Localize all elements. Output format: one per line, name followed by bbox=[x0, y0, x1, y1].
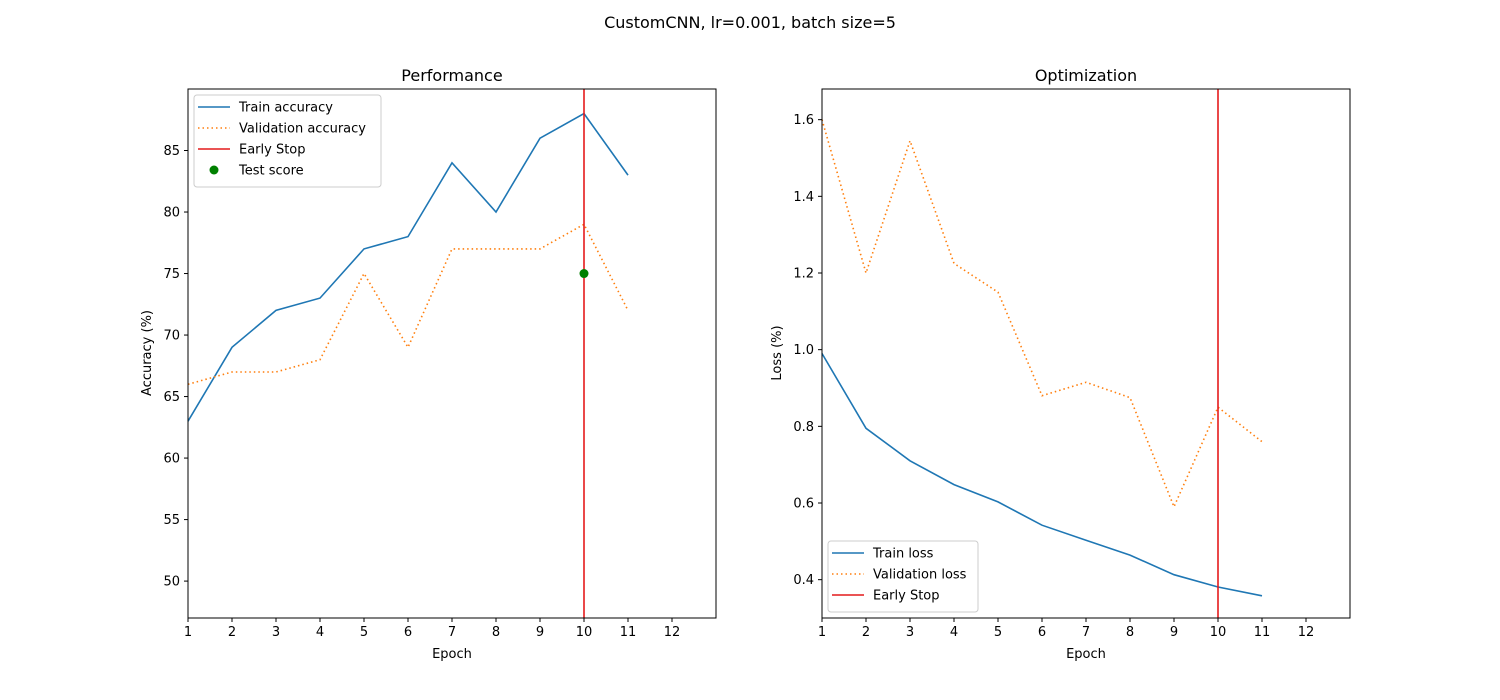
optimization-x-tick-label: 10 bbox=[1210, 625, 1227, 640]
performance-x-tick-label: 7 bbox=[448, 625, 456, 640]
performance-x-tick-label: 9 bbox=[536, 625, 544, 640]
performance-series-line-0 bbox=[187, 112, 629, 422]
optimization-series-line-0 bbox=[821, 353, 1263, 597]
performance-y-tick-label: 60 bbox=[163, 452, 180, 467]
performance-legend-swatch-3 bbox=[209, 165, 219, 175]
optimization-y-tick-label: 1.4 bbox=[793, 190, 814, 205]
optimization-x-tick-label: 9 bbox=[1170, 625, 1178, 640]
performance-legend: Train accuracy Validation accuracy Early S… bbox=[193, 94, 382, 188]
performance-test-score-point bbox=[579, 269, 589, 279]
optimization-x-tick-label: 1 bbox=[818, 625, 826, 640]
optimization-x-tick-label: 6 bbox=[1038, 625, 1046, 640]
performance-x-tick-label: 8 bbox=[492, 625, 500, 640]
performance-y-tick-label: 80 bbox=[163, 206, 180, 221]
optimization-x-tick-label: 5 bbox=[994, 625, 1002, 640]
optimization-x-tick-label: 11 bbox=[1254, 625, 1271, 640]
optimization-legend-label-1: Validation loss bbox=[873, 568, 967, 583]
optimization-x-tick-label: 12 bbox=[1298, 625, 1315, 640]
optimization-legend-box bbox=[827, 540, 979, 613]
optimization-y-tick-label: 1.2 bbox=[793, 267, 814, 282]
performance-y-tick-label: 50 bbox=[163, 575, 180, 590]
performance-legend-label-3: Test score bbox=[238, 164, 304, 179]
performance-y-label: Accuracy (%) bbox=[140, 310, 155, 396]
performance-y-tick-label: 70 bbox=[163, 329, 180, 344]
performance-y-tick-label: 65 bbox=[163, 390, 180, 405]
optimization-y-tick-label: 0.4 bbox=[793, 573, 814, 588]
optimization-chart-title: Optimization bbox=[1035, 66, 1137, 85]
optimization-y-tick-label: 1.0 bbox=[793, 343, 814, 358]
performance-x-tick-label: 5 bbox=[360, 625, 368, 640]
optimization-x-tick-label: 7 bbox=[1082, 625, 1090, 640]
optimization-y-label: Loss (%) bbox=[770, 325, 785, 380]
performance-x-tick-label: 3 bbox=[272, 625, 280, 640]
performance-x-tick-label: 10 bbox=[576, 625, 593, 640]
performance-legend-box bbox=[193, 94, 382, 188]
performance-legend-label-2: Early Stop bbox=[239, 143, 306, 158]
figure-title: CustomCNN, lr=0.001, batch size=5 bbox=[604, 13, 896, 32]
performance-x-tick-label: 1 bbox=[184, 625, 192, 640]
optimization-x-tick-label: 2 bbox=[862, 625, 870, 640]
optimization-chart: Optimization Epoch Loss (%) 1 2 3 4 5 6 7 8 9 10 1… bbox=[770, 66, 1351, 662]
performance-x-tick-label: 6 bbox=[404, 625, 412, 640]
performance-x-tick-label: 11 bbox=[620, 625, 637, 640]
optimization-x-tick-label: 8 bbox=[1126, 625, 1134, 640]
optimization-legend-label-0: Train loss bbox=[872, 547, 934, 562]
performance-x-tick-label: 12 bbox=[664, 625, 681, 640]
optimization-x-tick-label: 4 bbox=[950, 625, 958, 640]
optimization-y-tick-label: 0.6 bbox=[793, 497, 814, 512]
performance-y-tick-label: 85 bbox=[163, 144, 180, 159]
optimization-x-tick-label: 3 bbox=[906, 625, 914, 640]
performance-x-label: Epoch bbox=[432, 647, 472, 662]
optimization-legend-label-2: Early Stop bbox=[873, 589, 940, 604]
optimization-series-line-1 bbox=[821, 119, 1263, 509]
optimization-legend: Train loss Validation loss Early Stop bbox=[827, 540, 979, 613]
optimization-y-tick-label: 0.8 bbox=[793, 420, 814, 435]
performance-y-tick-label: 75 bbox=[163, 267, 180, 282]
performance-chart-title: Performance bbox=[401, 66, 502, 85]
optimization-x-label: Epoch bbox=[1066, 647, 1106, 662]
performance-legend-label-1: Validation accuracy bbox=[239, 122, 366, 137]
performance-legend-label-0: Train accuracy bbox=[238, 101, 333, 116]
performance-x-tick-label: 2 bbox=[228, 625, 236, 640]
optimization-y-tick-label: 1.6 bbox=[793, 113, 814, 128]
performance-x-tick-label: 4 bbox=[316, 625, 324, 640]
performance-y-tick-label: 55 bbox=[163, 513, 180, 528]
